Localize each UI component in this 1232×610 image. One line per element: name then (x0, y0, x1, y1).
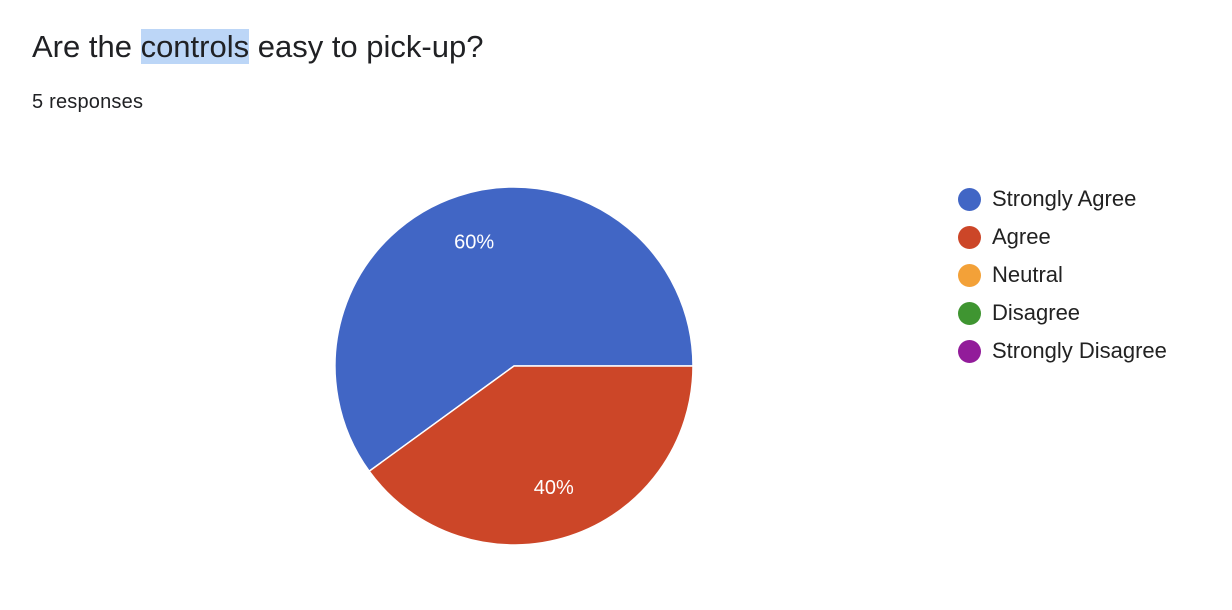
legend-item-strongly-disagree[interactable]: Strongly Disagree (958, 332, 1167, 370)
pie-slice-strongly-agree[interactable] (334, 186, 694, 473)
legend-label-neutral: Neutral (992, 262, 1063, 287)
legend-swatch-strongly-disagree (958, 339, 981, 363)
legend-swatch-agree (958, 225, 981, 249)
legend-label-strongly-agree: Strongly Agree (992, 186, 1137, 211)
selected-text-highlight: controls (140, 29, 250, 64)
response-count: 5 responses (32, 91, 144, 113)
legend-item-agree[interactable]: Agree (958, 218, 1167, 256)
question-title-end: easy to pick-up? (249, 29, 484, 64)
legend-item-strongly-agree[interactable]: Strongly Agree (958, 180, 1167, 218)
slice-label-agree: 40% (534, 477, 574, 499)
legend-item-disagree[interactable]: Disagree (958, 294, 1167, 332)
question-title-start: Are the (32, 29, 141, 64)
question-title: Are the controls easy to pick-up? (32, 24, 483, 70)
legend-swatch-disagree (958, 301, 981, 325)
legend-label-strongly-disagree: Strongly Disagree (992, 338, 1167, 363)
legend-swatch-neutral (958, 263, 981, 287)
chart-legend: Strongly Agree Agree Neutral Disagree Strong… (958, 180, 1167, 370)
legend-label-disagree: Disagree (992, 300, 1081, 325)
legend-swatch-strongly-agree (958, 187, 981, 211)
legend-item-neutral[interactable]: Neutral (958, 256, 1167, 294)
slice-label-strongly-agree: 60% (454, 232, 494, 254)
legend-label-agree: Agree (992, 224, 1051, 249)
pie-slice-agree[interactable] (368, 365, 694, 546)
